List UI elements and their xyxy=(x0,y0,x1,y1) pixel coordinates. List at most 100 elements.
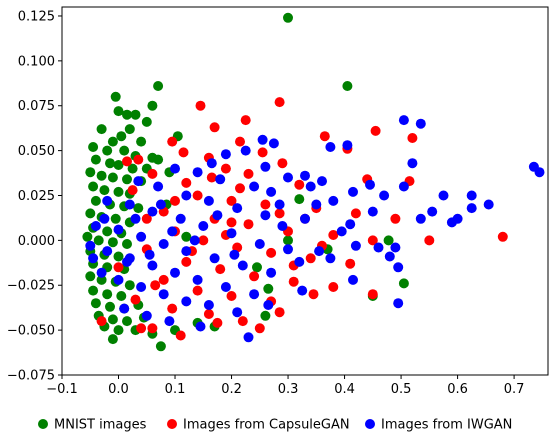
data-point xyxy=(153,154,164,165)
data-point xyxy=(167,303,178,314)
data-point xyxy=(393,298,404,309)
data-point xyxy=(240,115,251,126)
data-point xyxy=(206,172,217,183)
data-point xyxy=(314,246,325,257)
data-point xyxy=(96,170,107,181)
data-point xyxy=(260,161,271,172)
data-point xyxy=(167,226,178,237)
data-point xyxy=(164,316,175,327)
data-point xyxy=(122,316,132,327)
data-point xyxy=(252,262,262,273)
data-point xyxy=(390,242,401,253)
data-point xyxy=(192,190,203,201)
data-point xyxy=(181,231,192,242)
data-point xyxy=(105,158,115,169)
data-point xyxy=(424,235,435,246)
data-point xyxy=(116,131,127,142)
data-point xyxy=(90,195,101,206)
data-point xyxy=(220,149,231,160)
data-point xyxy=(305,181,316,192)
data-point xyxy=(153,181,164,192)
data-point xyxy=(96,124,107,135)
data-point xyxy=(260,199,271,210)
data-point xyxy=(283,235,293,246)
data-point xyxy=(99,185,110,196)
data-point xyxy=(147,100,158,111)
data-point xyxy=(203,300,214,310)
data-point xyxy=(328,282,339,292)
data-point xyxy=(260,310,271,321)
data-point xyxy=(90,221,101,231)
data-point xyxy=(342,140,353,151)
data-point xyxy=(85,208,96,219)
data-point xyxy=(153,81,164,91)
data-point xyxy=(206,158,217,169)
data-point xyxy=(243,168,254,179)
data-point xyxy=(88,285,99,296)
data-point xyxy=(181,246,192,257)
data-point xyxy=(212,210,223,221)
y-tick-label: −0.075 xyxy=(7,369,55,384)
data-point xyxy=(300,213,310,224)
data-point xyxy=(90,298,101,309)
data-point xyxy=(155,199,166,210)
data-point xyxy=(130,213,141,224)
y-tick-label: 0.075 xyxy=(18,99,55,114)
data-point xyxy=(215,264,226,275)
data-point xyxy=(367,289,378,300)
data-point xyxy=(147,260,158,271)
data-point xyxy=(113,186,124,197)
data-point xyxy=(534,167,545,178)
data-point xyxy=(127,163,138,174)
data-point xyxy=(170,163,180,174)
x-tick-label: 0.1 xyxy=(165,382,186,397)
data-point xyxy=(415,213,426,224)
data-point xyxy=(110,213,121,224)
data-point xyxy=(328,230,339,240)
data-point xyxy=(243,332,254,343)
legend-marker xyxy=(38,419,48,429)
data-point xyxy=(167,136,178,147)
data-point xyxy=(113,160,124,170)
data-point xyxy=(407,158,418,169)
data-point xyxy=(113,262,124,273)
data-point xyxy=(107,136,118,147)
data-point xyxy=(383,235,394,246)
data-point xyxy=(122,109,132,120)
legend-label: Images from IWGAN xyxy=(381,418,512,433)
data-point xyxy=(88,253,99,264)
data-point xyxy=(365,179,375,190)
data-point xyxy=(192,285,203,296)
data-point xyxy=(102,246,113,257)
x-tick-label: −0.1 xyxy=(46,382,78,397)
data-point xyxy=(107,334,118,345)
data-point xyxy=(373,242,384,253)
data-point xyxy=(226,195,237,206)
data-point xyxy=(237,316,248,327)
data-point xyxy=(220,163,231,174)
data-point xyxy=(348,186,358,197)
legend: MNIST images Images from CapsuleGAN Images… xyxy=(38,418,512,433)
y-tick-label: 0.000 xyxy=(18,234,55,249)
data-point xyxy=(198,235,209,246)
data-point xyxy=(209,253,220,264)
data-point xyxy=(274,199,285,210)
data-point xyxy=(283,12,293,23)
y-tick-label: 0.050 xyxy=(18,144,55,159)
data-point xyxy=(107,237,118,248)
data-point xyxy=(133,203,144,214)
data-point xyxy=(133,176,144,187)
data-point xyxy=(122,174,132,185)
data-point xyxy=(311,199,322,210)
data-point xyxy=(88,181,99,192)
x-tick-label: 0.7 xyxy=(504,382,525,397)
legend-marker xyxy=(365,419,375,429)
legend-label: MNIST images xyxy=(54,418,147,433)
data-point xyxy=(175,213,186,224)
x-tick-label: 0.6 xyxy=(447,382,468,397)
points-layer xyxy=(82,12,545,352)
x-tick-label: 0.4 xyxy=(334,382,355,397)
y-axis: −0.075 −0.050 −0.025 0.000 0.025 0.050 0.075 0.… xyxy=(7,9,62,384)
data-point xyxy=(319,131,330,142)
data-point xyxy=(195,100,206,111)
